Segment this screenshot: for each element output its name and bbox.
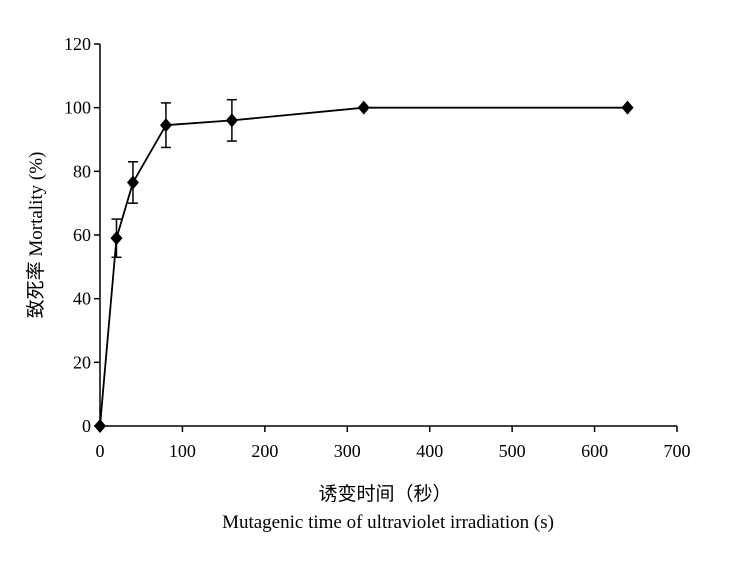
x-tick-label: 400 (416, 441, 443, 461)
x-tick-label: 700 (664, 441, 691, 461)
y-tick-label: 100 (64, 98, 91, 118)
series-group (94, 98, 634, 433)
axes (99, 44, 677, 427)
x-tick-label: 600 (581, 441, 608, 461)
series-line (99, 106, 628, 427)
x-tick-label: 200 (251, 441, 278, 461)
x-tick-label: 0 (96, 441, 105, 461)
y-tick-label: 80 (73, 161, 91, 181)
y-tick-label: 20 (73, 352, 91, 372)
data-point (621, 100, 634, 115)
x-tick-label: 100 (169, 441, 196, 461)
data-point (225, 113, 238, 128)
data-point (110, 231, 123, 246)
x-tick-label: 500 (499, 441, 526, 461)
x-tick-label: 300 (334, 441, 361, 461)
x-axis-title-en: Mutagenic time of ultraviolet irradiatio… (222, 512, 554, 533)
data-point (126, 175, 139, 190)
ticks: 0 100 200 300 400 500 600 700 0 20 40 60 80 100 120 (64, 34, 691, 461)
y-tick-label: 40 (73, 289, 91, 309)
data-point (159, 118, 172, 133)
y-tick-label: 120 (64, 34, 91, 54)
data-point (94, 419, 106, 433)
y-tick-label: 0 (82, 416, 91, 436)
y-axis-title: 致死率 Mortality (%) (25, 152, 47, 319)
x-axis-title-cn: 诱变时间（秒） (318, 483, 451, 505)
y-tick-label: 60 (73, 225, 91, 245)
data-point (357, 100, 370, 115)
